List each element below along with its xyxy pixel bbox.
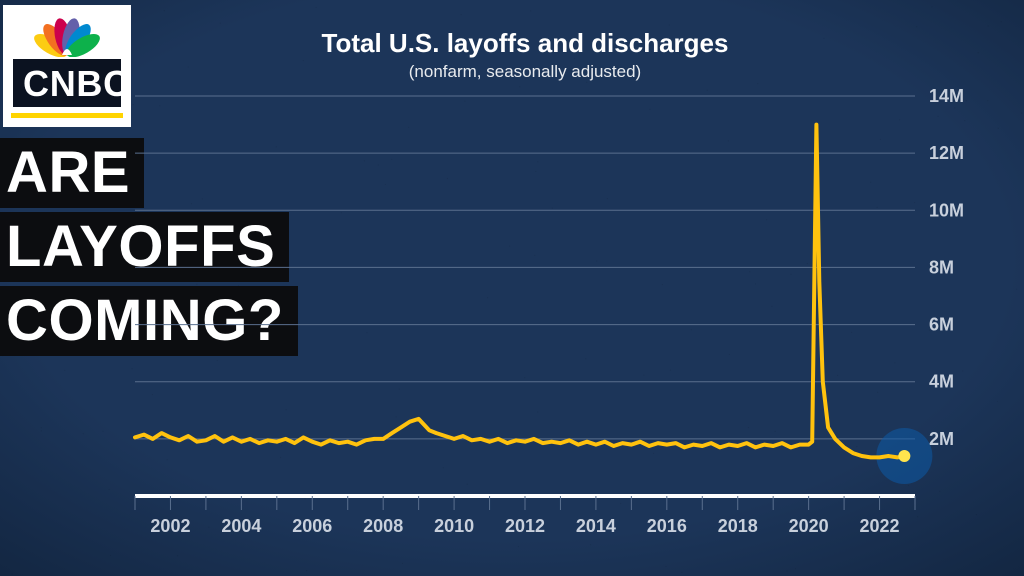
- stage: CNBC ARELAYOFFSCOMING? Total U.S. layoff…: [0, 0, 1024, 576]
- x-tick-label: 2002: [150, 516, 190, 536]
- y-tick-label: 14M: [929, 86, 964, 106]
- x-tick-label: 2020: [789, 516, 829, 536]
- y-tick-label: 6M: [929, 315, 954, 335]
- x-tick-label: 2006: [292, 516, 332, 536]
- y-tick-label: 12M: [929, 143, 964, 163]
- highlight-dot: [898, 450, 910, 462]
- y-tick-label: 4M: [929, 372, 954, 392]
- x-tick-label: 2016: [647, 516, 687, 536]
- x-tick-label: 2014: [576, 516, 616, 536]
- x-tick-label: 2010: [434, 516, 474, 536]
- y-tick-label: 8M: [929, 257, 954, 277]
- layoffs-chart: Total U.S. layoffs and discharges (nonfar…: [0, 0, 1024, 576]
- x-tick-label: 2018: [718, 516, 758, 536]
- layoffs-series-line: [135, 125, 904, 458]
- chart-subtitle: (nonfarm, seasonally adjusted): [409, 62, 641, 81]
- x-tick-label: 2022: [860, 516, 900, 536]
- x-tick-label: 2004: [221, 516, 261, 536]
- y-tick-label: 2M: [929, 429, 954, 449]
- chart-title: Total U.S. layoffs and discharges: [322, 28, 729, 58]
- x-tick-label: 2008: [363, 516, 403, 536]
- x-tick-label: 2012: [505, 516, 545, 536]
- chart-svg: Total U.S. layoffs and discharges (nonfar…: [0, 0, 1024, 576]
- y-tick-label: 10M: [929, 200, 964, 220]
